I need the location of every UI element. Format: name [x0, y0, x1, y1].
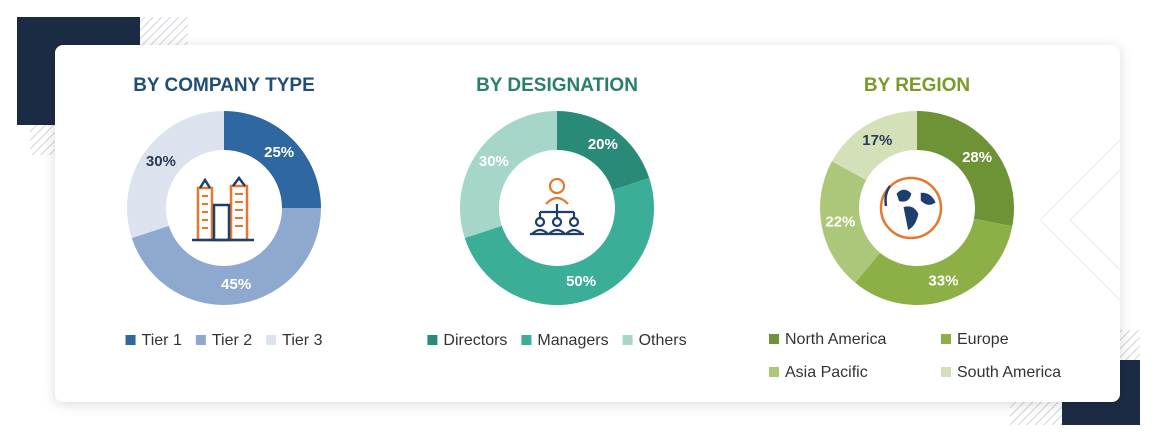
- donut-segment: [831, 111, 917, 181]
- donut-segment: [224, 111, 321, 208]
- value-label: 28%: [962, 149, 992, 166]
- donut-segment: [820, 161, 881, 283]
- legend-label: Europe: [957, 331, 1009, 348]
- legend-label: Directors: [443, 332, 507, 349]
- value-label: 20%: [588, 136, 618, 153]
- donut-segment: [126, 111, 224, 238]
- legend-label: Others: [639, 332, 687, 349]
- value-label: 30%: [479, 153, 509, 170]
- legend-label: Managers: [537, 332, 608, 349]
- value-label: 30%: [146, 153, 176, 170]
- legend-label: South America: [957, 364, 1061, 381]
- decor-lines: [1039, 139, 1121, 301]
- legend-swatch: [941, 367, 951, 377]
- legend-swatch: [769, 334, 779, 344]
- donut-segment: [917, 111, 1014, 227]
- donut-segment: [464, 178, 655, 305]
- legend-swatch: [521, 335, 532, 345]
- value-label: 33%: [928, 272, 958, 289]
- donut-segment: [131, 208, 321, 305]
- donut-segment: [557, 111, 650, 191]
- value-label: 25%: [264, 144, 294, 161]
- donut-segment: [855, 218, 1013, 305]
- legend-label: North America: [785, 331, 886, 348]
- chart-title: BY DESIGNATION: [476, 75, 638, 96]
- legend-label: Asia Pacific: [785, 364, 868, 381]
- legend-swatch: [941, 334, 951, 344]
- legend-label: Tier 3: [282, 332, 322, 349]
- legend-swatch: [195, 335, 206, 345]
- legend-label: Tier 1: [142, 332, 182, 349]
- legend-swatch: [266, 335, 277, 345]
- legend-swatch: [622, 335, 633, 345]
- value-label: 17%: [862, 132, 892, 149]
- value-label: 45%: [221, 276, 251, 293]
- icon-globe: [879, 176, 943, 240]
- value-label: 50%: [566, 273, 596, 290]
- decor-hatch: [140, 17, 188, 47]
- legend-label: Tier 2: [212, 332, 252, 349]
- chart-title: BY REGION: [864, 75, 970, 96]
- icon-people: [530, 177, 584, 236]
- legend-swatch: [769, 367, 779, 377]
- icon-buildings: [192, 175, 254, 242]
- card: [55, 45, 1120, 402]
- value-label: 22%: [825, 214, 855, 231]
- legend-swatch: [427, 335, 438, 345]
- chart-title: BY COMPANY TYPE: [133, 75, 315, 96]
- legend-swatch: [125, 335, 136, 345]
- donut-segment: [460, 111, 557, 238]
